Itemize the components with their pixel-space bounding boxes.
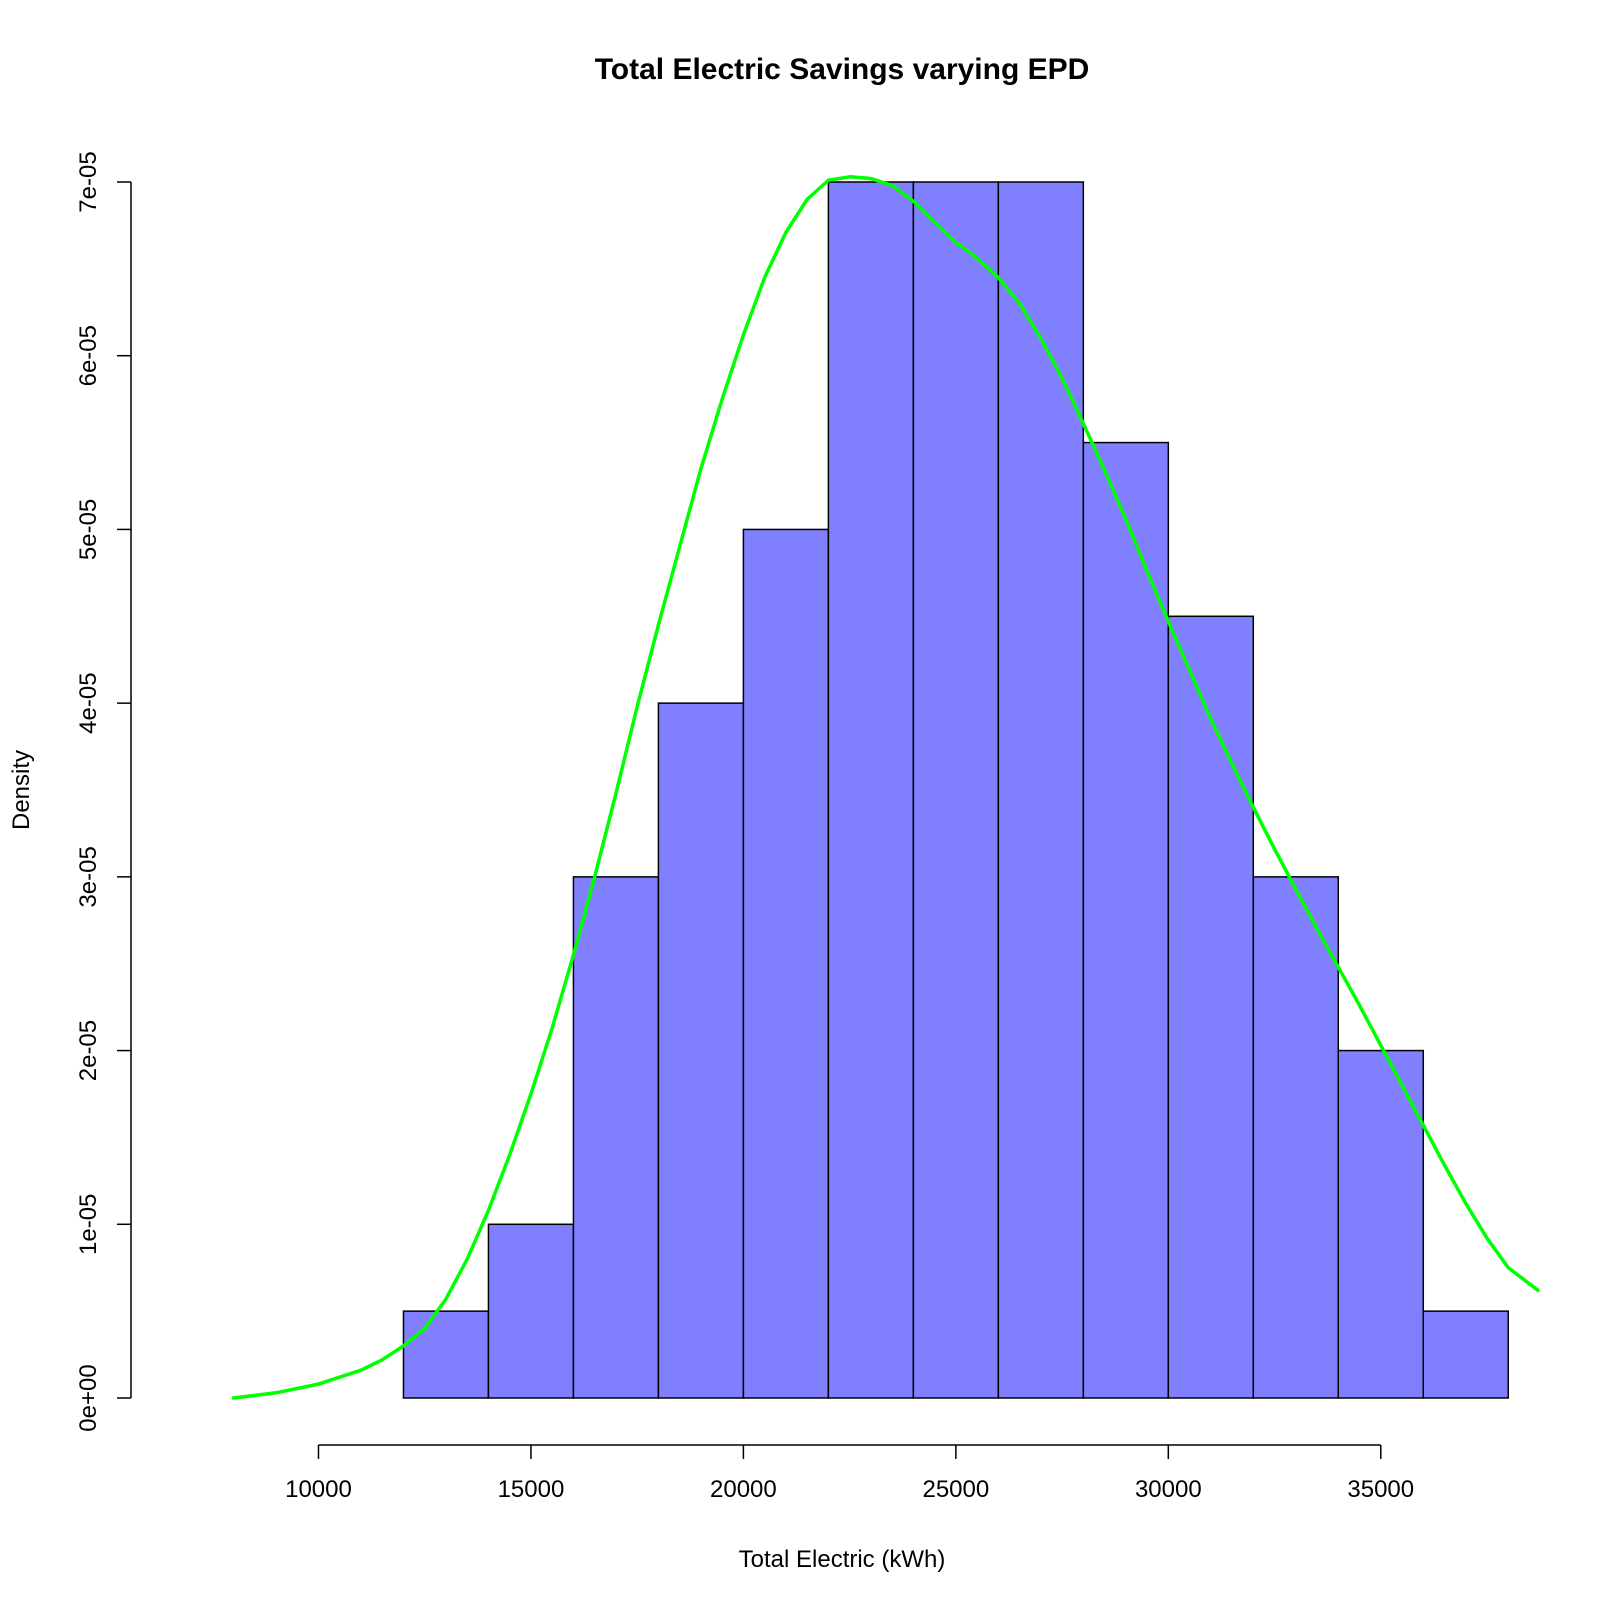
y-tick-label: 7e-05 (75, 151, 102, 212)
y-tick-label: 2e-05 (75, 1020, 102, 1081)
histogram-bar (657, 702, 745, 1399)
x-axis: 10000 15000 20000 25000 30000 35000 (285, 1444, 1414, 1503)
histogram-bar (1337, 1049, 1425, 1399)
histogram-bar (402, 1310, 490, 1399)
y-tick-label: 4e-05 (75, 672, 102, 733)
chart-title: Total Electric Savings varying EPD (595, 53, 1090, 86)
histogram-bar (572, 876, 660, 1399)
histogram-bar (1167, 615, 1255, 1399)
y-tick-label: 0e+00 (75, 1364, 102, 1431)
y-tick-label: 3e-05 (75, 846, 102, 907)
y-axis-label: Density (8, 750, 35, 830)
histogram-bar (1422, 1310, 1510, 1399)
histogram-bar (827, 181, 915, 1399)
histogram-bar (997, 181, 1085, 1399)
histogram-bars (402, 181, 1510, 1399)
x-tick-label: 10000 (285, 1476, 352, 1503)
histogram-bar (912, 181, 1000, 1399)
y-axis: 0e+00 1e-05 2e-05 3e-05 4e-05 5e-05 6e-05 7e-05 (75, 151, 132, 1432)
x-tick-label: 35000 (1347, 1476, 1414, 1503)
x-tick-label: 25000 (922, 1476, 989, 1503)
x-tick-label: 15000 (498, 1476, 565, 1503)
x-tick-label: 20000 (710, 1476, 777, 1503)
x-tick-label: 30000 (1135, 1476, 1202, 1503)
histogram-bar (1252, 876, 1340, 1399)
y-tick-label: 1e-05 (75, 1194, 102, 1255)
x-axis-label: Total Electric (kWh) (739, 1546, 946, 1573)
density-curve-layer (231, 175, 1540, 1400)
histogram-bar (1082, 441, 1170, 1399)
y-tick-label: 5e-05 (75, 499, 102, 560)
y-tick-label: 6e-05 (75, 325, 102, 386)
density-curve (231, 175, 1540, 1400)
histogram-bar (742, 528, 830, 1399)
histogram-bar (487, 1223, 575, 1399)
